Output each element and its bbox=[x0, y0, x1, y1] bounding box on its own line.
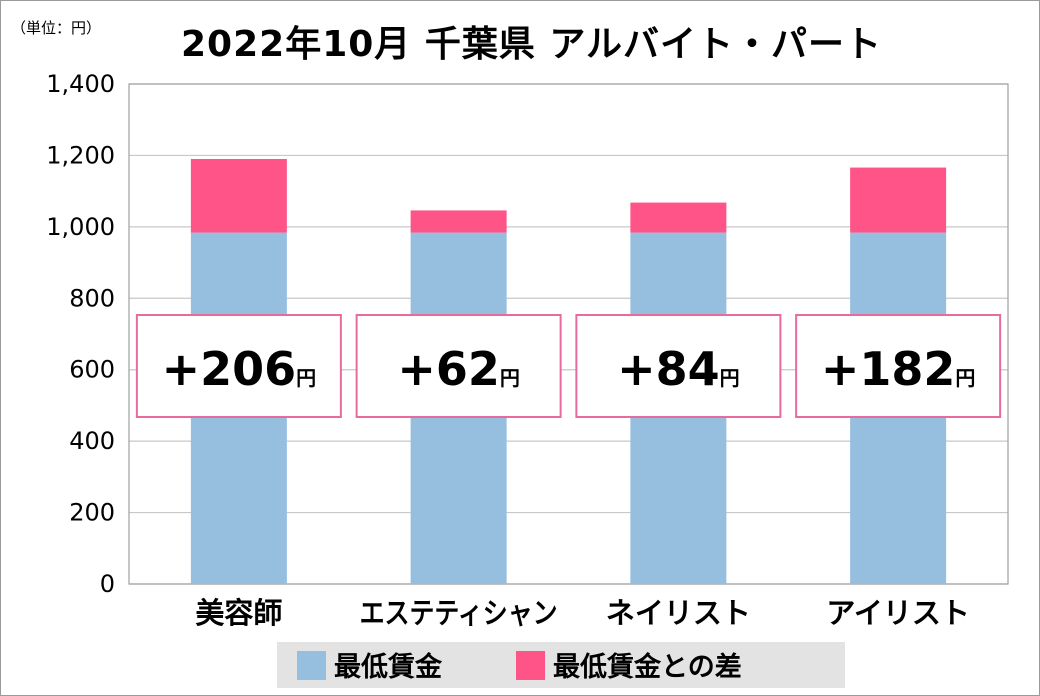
plot-area bbox=[128, 83, 1009, 585]
chart-title: 2022年10月 千葉県 アルバイト・パート bbox=[181, 24, 882, 65]
unit-label: （単位：円） bbox=[11, 19, 102, 37]
bar-difference bbox=[850, 167, 947, 233]
y-tick-label: 1,000 bbox=[46, 213, 115, 241]
legend-swatch-difference bbox=[516, 651, 545, 680]
difference-annotation: +62円 bbox=[397, 342, 520, 396]
bar-difference bbox=[190, 159, 287, 233]
x-tick-label: アイリスト bbox=[826, 596, 970, 630]
difference-annotation-box bbox=[135, 314, 342, 418]
bar-difference bbox=[410, 210, 507, 233]
difference-annotation: +182円 bbox=[821, 342, 976, 396]
y-tick-label: 400 bbox=[69, 427, 115, 455]
difference-annotation: +84円 bbox=[617, 342, 740, 396]
x-tick-label: 美容師 bbox=[195, 596, 282, 630]
y-tick-label: 600 bbox=[69, 356, 115, 384]
legend bbox=[277, 642, 845, 688]
legend-label-difference: 最低賃金との差 bbox=[553, 651, 742, 683]
difference-annotation: +206円 bbox=[162, 342, 317, 396]
x-tick-label: エステティシャン bbox=[360, 596, 558, 630]
y-tick-label: 0 bbox=[100, 570, 115, 598]
legend-swatch-minimum-wage bbox=[297, 651, 326, 680]
y-tick-label: 800 bbox=[69, 284, 115, 312]
difference-annotation-box bbox=[795, 314, 1002, 418]
difference-annotation-box bbox=[575, 314, 782, 418]
legend-label-minimum-wage: 最低賃金 bbox=[334, 651, 443, 683]
x-tick-label: ネイリスト bbox=[606, 596, 751, 630]
y-tick-label: 200 bbox=[69, 499, 115, 527]
difference-annotation-box bbox=[355, 314, 562, 418]
y-tick-label: 1,200 bbox=[46, 141, 115, 169]
bar-difference bbox=[630, 202, 727, 233]
y-tick-label: 1,400 bbox=[46, 70, 115, 98]
